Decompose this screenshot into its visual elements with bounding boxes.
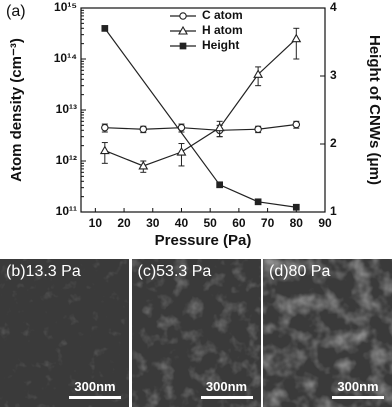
marker	[176, 146, 187, 156]
y-tick-label: 10¹¹	[56, 204, 77, 218]
panel-label: (b)13.3 Pa	[6, 263, 81, 280]
x-tick-label: 10	[89, 216, 103, 230]
x-tick-label: 60	[232, 216, 246, 230]
x-axis-label: Pressure (Pa)	[155, 232, 252, 249]
x-tick-label: 30	[146, 216, 160, 230]
panel-label: (d)80 Pa	[269, 263, 331, 280]
marker	[254, 125, 262, 133]
sem-image: (b)13.3 Pa 300nm	[0, 259, 129, 407]
y-tick-label: 10¹⁵	[54, 0, 77, 14]
scale-bar-label: 300nm	[205, 379, 248, 394]
y2-tick-label: 3	[330, 68, 337, 82]
scale-bar-line	[69, 396, 121, 399]
marker	[99, 145, 110, 155]
marker	[178, 25, 188, 35]
marker	[101, 25, 109, 32]
marker	[216, 181, 223, 189]
x-tick-label: 40	[175, 216, 189, 230]
x-tick-label: 20	[117, 216, 131, 230]
scale-bar: 300nm	[69, 379, 121, 399]
scale-bar-label: 300nm	[337, 379, 379, 394]
y-tick-label: 10¹⁴	[54, 51, 77, 65]
marker	[292, 120, 301, 129]
marker	[292, 203, 300, 211]
scale-bar-line	[332, 396, 384, 399]
series-line	[104, 123, 297, 131]
sem-image: (c)53.3 Pa 300nm	[131, 259, 261, 407]
marker	[139, 125, 148, 133]
y-axis-label: Atom density (cm⁻³)	[8, 38, 25, 182]
marker	[179, 42, 187, 50]
sem-image: (d)80 Pa 300nm	[263, 259, 392, 407]
scale-bar-line	[200, 396, 253, 399]
legend-label: C atom	[202, 8, 243, 22]
y2-tick-label: 1	[330, 204, 337, 218]
sem-texture	[131, 259, 261, 407]
x-tick-label: 90	[318, 216, 332, 230]
marker	[101, 123, 109, 132]
x-tick-label: 80	[290, 216, 304, 230]
x-tick-label: 50	[203, 216, 217, 230]
chart: (a) Pressure (Pa) Atom density (cm⁻³) He…	[6, 0, 383, 249]
marker	[214, 122, 225, 132]
scale-bar: 300nm	[332, 379, 384, 399]
y2-tick-label: 4	[330, 0, 337, 14]
marker	[254, 198, 262, 206]
marker	[291, 33, 302, 43]
y-tick-label: 10¹²	[56, 153, 77, 167]
y2-axis-label: Height of CNWs (μm)	[366, 35, 383, 185]
panel-label: (c)53.3 Pa	[137, 263, 212, 280]
marker	[138, 160, 149, 170]
error-bar	[293, 27, 300, 60]
y2-tick-label: 2	[330, 136, 337, 150]
series-line	[104, 38, 297, 167]
scale-bar: 300nm	[200, 379, 253, 399]
legend-label: Height	[202, 38, 239, 52]
marker	[253, 69, 264, 78]
x-tick-label: 70	[261, 216, 275, 230]
sem-texture	[263, 259, 392, 407]
sem-texture	[0, 259, 129, 407]
series-line	[104, 28, 297, 208]
marker	[179, 12, 187, 20]
y-tick-label: 10¹³	[56, 102, 77, 116]
scale-bar-label: 300nm	[74, 379, 116, 394]
chart-title: (a)	[6, 3, 26, 20]
legend-label: H atom	[202, 23, 243, 37]
